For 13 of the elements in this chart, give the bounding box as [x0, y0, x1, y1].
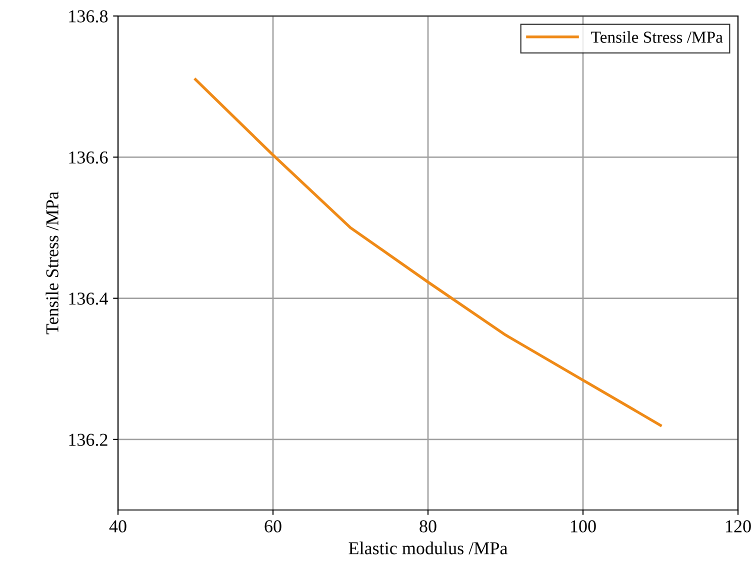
x-tick-label: 120 [726, 520, 751, 532]
y-tick-label: 136.6 [69, 151, 108, 164]
y-tick-label: 136.2 [69, 434, 108, 446]
x-tick-label: 100 [571, 520, 596, 532]
x-tick-label: 60 [264, 520, 282, 532]
x-tick-label: 40 [109, 520, 126, 532]
line-series [194, 78, 662, 427]
y-tick-label: 136.4 [69, 292, 108, 305]
x-tick-label: 80 [420, 520, 436, 532]
y-tick-label: 136.8 [69, 10, 108, 23]
legend-label: Tensile Stress /MPa [591, 31, 723, 43]
y-axis-title: Tensile Stress /MPa [46, 192, 58, 334]
x-axis-title: Elastic modulus /MPa [348, 542, 508, 554]
